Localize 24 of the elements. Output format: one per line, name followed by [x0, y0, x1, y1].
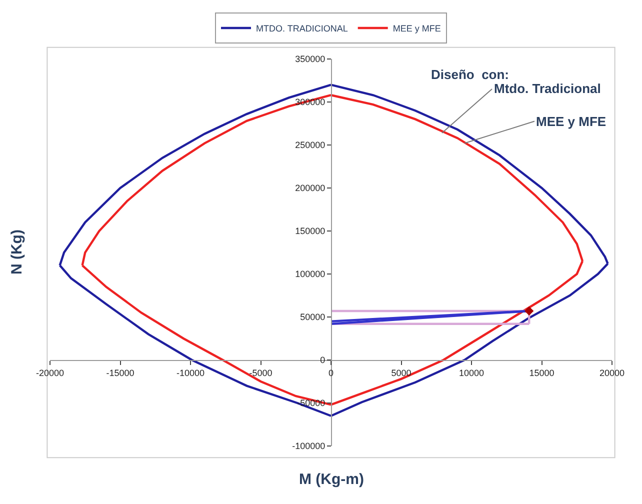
x-tick-label: -5000	[249, 368, 272, 378]
y-tick-label: 100000	[295, 269, 326, 280]
legend-label: MEE y MFE	[392, 24, 441, 34]
x-tick-label: -15000	[106, 368, 134, 378]
x-tick-label: 0	[328, 368, 334, 378]
y-tick-label: 200000	[295, 183, 326, 194]
x-tick-label: 10000	[458, 368, 484, 378]
annotation: Diseño con:	[431, 67, 510, 82]
annotation: Mtdo. Tradicional	[494, 81, 601, 96]
x-tick-label: 20000	[599, 368, 625, 378]
annotation: MEE y MFE	[536, 114, 606, 129]
y-tick-label: -100000	[292, 441, 326, 452]
x-tick-label: -20000	[36, 368, 64, 378]
y-tick-label: 150000	[295, 226, 326, 236]
x-axis-title: M (Kg-m)	[299, 471, 364, 488]
y-axis-title: N (Kg)	[8, 230, 26, 275]
x-tick-label: 5000	[391, 368, 412, 378]
y-tick-label: 350000	[295, 54, 326, 64]
x-tick-label: -10000	[176, 368, 205, 378]
y-tick-label: 50000	[300, 312, 326, 322]
y-tick-label: 250000	[295, 140, 326, 150]
y-tick-label: 0	[320, 355, 326, 366]
legend-label: MTDO. TRADICIONAL	[256, 24, 348, 34]
x-tick-label: 15000	[529, 368, 554, 378]
